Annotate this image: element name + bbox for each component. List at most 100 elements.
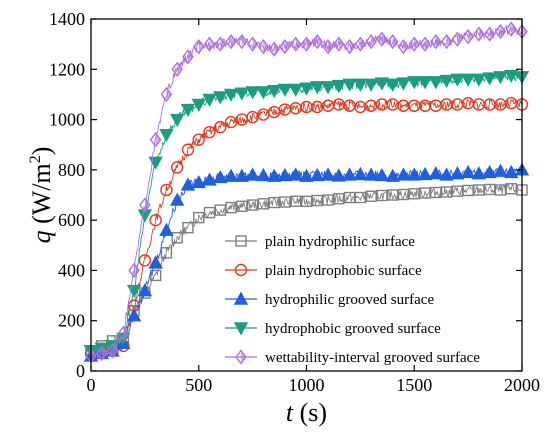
series-5-point-fill (328, 40, 333, 54)
series-5-point-fill (317, 35, 323, 49)
series-3-point (342, 167, 357, 181)
series-4-point (288, 83, 303, 97)
series-5-point-fill (123, 326, 129, 340)
series-4-point (407, 76, 422, 90)
series-3-point (170, 192, 185, 206)
series-1-line (90, 183, 523, 354)
series-1-point (268, 196, 280, 209)
series-2 (84, 97, 529, 360)
series-5-point-fill (392, 35, 398, 49)
series-1-point (300, 195, 313, 207)
series-5-point-fill (263, 40, 269, 54)
series-4 (83, 69, 530, 359)
series-1-point (505, 183, 517, 195)
series-1-point (149, 269, 162, 282)
series-5-point-fill (241, 35, 247, 49)
series-4-point (450, 73, 465, 87)
series-1-point (236, 200, 248, 213)
series-3-point (126, 308, 142, 322)
x-tick-label: 1000 (289, 375, 325, 395)
series-3-point (137, 283, 153, 297)
series-2-point (472, 98, 486, 111)
series-4-point (277, 83, 293, 97)
series-5-point-fill (435, 35, 441, 49)
series-5-point-fill (295, 37, 301, 51)
series-4-point (245, 86, 260, 100)
plot-frame (90, 18, 523, 372)
series-4-point (493, 71, 508, 85)
series-4-point (234, 87, 250, 101)
y-tick-label: 1200 (49, 59, 85, 79)
x-tick-label: 1500 (396, 375, 432, 395)
series-5-point-fill (522, 25, 527, 39)
series-1-point (462, 184, 474, 197)
series-4-point (363, 78, 379, 92)
series-5-point-fill (403, 40, 409, 54)
series-3-point (493, 163, 508, 177)
series-5-point-fill (166, 87, 172, 101)
series-4-point (266, 84, 282, 99)
series-1-point (440, 186, 453, 198)
series-3-point (363, 167, 379, 181)
series-5-point-fill (187, 50, 193, 64)
series-4-point (385, 78, 400, 92)
series-3-point (396, 167, 411, 181)
series-1-point (451, 185, 464, 197)
series-3-point (374, 167, 390, 182)
series-2-point (138, 254, 152, 267)
series-2-point (192, 133, 205, 146)
series-1-point (387, 189, 399, 201)
series-4-point (374, 77, 390, 91)
series-1-point (246, 199, 259, 211)
series-5-point-fill (101, 346, 107, 360)
series-2-point (203, 125, 216, 139)
legend-marker-fill (241, 350, 246, 364)
series-3-point (148, 255, 163, 269)
series-1-point (257, 198, 270, 210)
x-tick-label: 2000 (504, 375, 540, 395)
series-5-point-fill (338, 37, 344, 51)
series-3-point (223, 168, 239, 182)
series-3-point (353, 166, 368, 181)
series-4-point (299, 82, 314, 96)
series-1-point (225, 201, 237, 214)
series-4-point (471, 73, 487, 87)
series-layer (83, 21, 530, 364)
series-5-point-fill (478, 27, 484, 41)
series-1-point (408, 188, 420, 200)
series-3-point (331, 168, 347, 182)
series-2-point (149, 213, 162, 227)
series-3-point (417, 166, 433, 181)
series-1-point (203, 206, 216, 219)
series-1-point (419, 187, 431, 199)
series-3-point (450, 166, 465, 180)
legend-item: wettability-interval grooved surface (225, 349, 480, 366)
series-1-point (397, 188, 410, 201)
series-3-point (428, 166, 443, 180)
y-tick-label: 1400 (49, 9, 85, 29)
legend-label: wettability-interval grooved surface (265, 350, 480, 366)
y-axis-unit-close: ) (27, 147, 56, 156)
series-3-point (180, 177, 196, 191)
series-5-point-fill (306, 37, 312, 51)
series-2-point (160, 183, 173, 197)
series-5-point-fill (457, 32, 463, 46)
series-3-point (213, 169, 228, 184)
series-1-point (279, 196, 291, 208)
series-5-point-fill (155, 133, 161, 147)
series-2-point (181, 143, 195, 156)
series-1-point (322, 194, 334, 206)
series-4-point (320, 81, 336, 95)
series-3-point (191, 174, 206, 189)
series-5-point-fill (500, 25, 506, 39)
series-4-point (460, 73, 476, 87)
series-3-point (320, 167, 336, 181)
legend-label: plain hydrophobic surface (265, 263, 422, 279)
y-tick-label: 1000 (49, 110, 85, 130)
series-4-point (428, 76, 443, 90)
series-4-point (256, 86, 271, 100)
series-4-point (331, 79, 347, 94)
series-3-point (439, 167, 454, 181)
y-tick-label: 600 (58, 210, 85, 230)
